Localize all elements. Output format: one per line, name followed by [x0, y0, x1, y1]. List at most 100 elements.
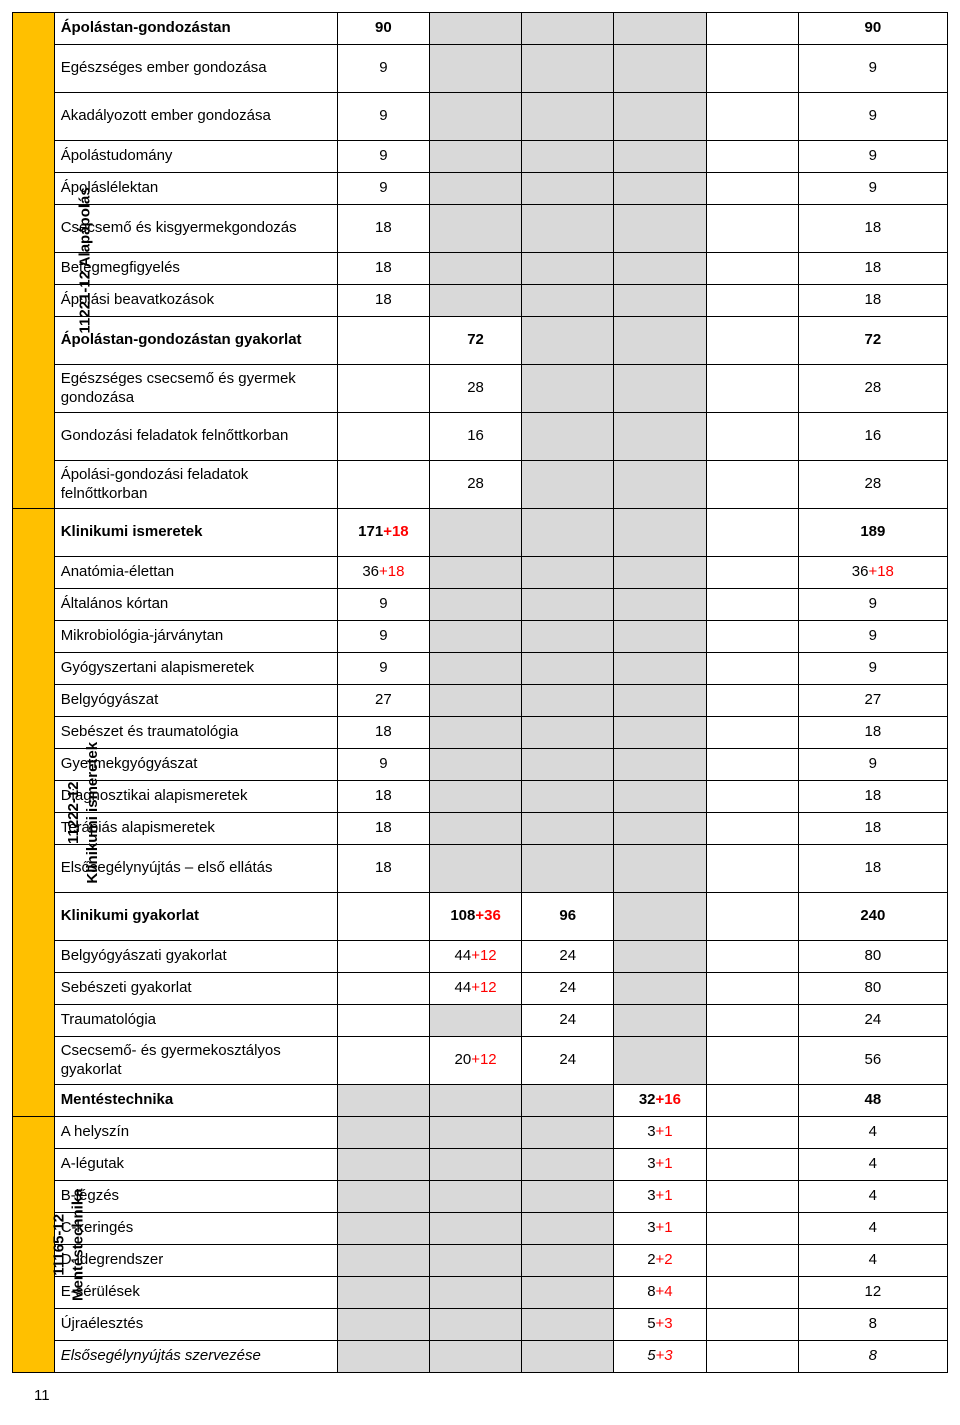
- value-cell: [337, 1277, 429, 1309]
- row-label: Egészséges ember gondozása: [54, 45, 337, 93]
- table-row: B-légzés3+14: [13, 1181, 948, 1213]
- value-cell: [337, 1149, 429, 1181]
- value-cell: [337, 941, 429, 973]
- row-label: Egészséges csecsemő és gyermek gondozása: [54, 365, 337, 413]
- value-cell: 36+18: [337, 557, 429, 589]
- value-cell: [522, 1181, 614, 1213]
- value-cell: [522, 45, 614, 93]
- value-cell: [706, 717, 798, 749]
- value-cell: [614, 813, 706, 845]
- value-cell: 9: [337, 45, 429, 93]
- value-cell: [429, 1277, 521, 1309]
- page-root: { "colors": { "side_bg": "#ffc000", "gre…: [12, 12, 948, 1404]
- value-cell: [706, 1213, 798, 1245]
- value-cell: 9: [798, 749, 947, 781]
- value-cell: [706, 653, 798, 685]
- value-cell: 3+1: [614, 1181, 706, 1213]
- value-cell: 9: [798, 141, 947, 173]
- row-label: D-idegrendszer: [54, 1245, 337, 1277]
- value-cell: 27: [337, 685, 429, 717]
- row-label: E-sérülések: [54, 1277, 337, 1309]
- table-row: Sebészeti gyakorlat44+122480: [13, 973, 948, 1005]
- value-cell: [614, 365, 706, 413]
- value-cell: [614, 653, 706, 685]
- value-cell: 5+3: [614, 1341, 706, 1373]
- table-row: Elsősegélynyújtás – első ellátás1818: [13, 845, 948, 893]
- value-cell: [706, 205, 798, 253]
- value-cell: 18: [337, 717, 429, 749]
- value-cell: [522, 253, 614, 285]
- value-cell: [706, 1085, 798, 1117]
- value-cell: [337, 461, 429, 509]
- value-cell: 9: [798, 45, 947, 93]
- value-cell: [522, 1117, 614, 1149]
- value-cell: [706, 893, 798, 941]
- value-cell: [706, 1341, 798, 1373]
- value-cell: [429, 1341, 521, 1373]
- value-cell: [706, 413, 798, 461]
- value-cell: [614, 285, 706, 317]
- value-cell: 12: [798, 1277, 947, 1309]
- value-cell: [706, 1149, 798, 1181]
- value-cell: [706, 93, 798, 141]
- value-cell: 24: [798, 1005, 947, 1037]
- value-cell: [429, 557, 521, 589]
- row-label: Újraélesztés: [54, 1309, 337, 1341]
- table-row: Mikrobiológia-járványtan99: [13, 621, 948, 653]
- value-cell: [706, 1277, 798, 1309]
- value-cell: [706, 461, 798, 509]
- value-cell: [522, 13, 614, 45]
- table-row: Csecsemő és kisgyermekgondozás1818: [13, 205, 948, 253]
- value-cell: [706, 1309, 798, 1341]
- value-cell: 18: [798, 813, 947, 845]
- value-cell: [522, 1245, 614, 1277]
- value-cell: 18: [798, 285, 947, 317]
- row-label: Gyógyszertani alapismeretek: [54, 653, 337, 685]
- value-cell: [706, 845, 798, 893]
- value-cell: [522, 1309, 614, 1341]
- value-cell: [706, 557, 798, 589]
- table-row: Gondozási feladatok felnőttkorban1616: [13, 413, 948, 461]
- value-cell: [522, 1277, 614, 1309]
- row-label: Elsősegélynyújtás szervezése: [54, 1341, 337, 1373]
- table-row: Klinikumi gyakorlat108+3696240: [13, 893, 948, 941]
- table-row: Diagnosztikai alapismeretek1818: [13, 781, 948, 813]
- table-row: 11221-12 AlapápolásÁpolástan-gondozástan…: [13, 13, 948, 45]
- value-cell: [614, 413, 706, 461]
- value-cell: [706, 941, 798, 973]
- table-row: Sebészet és traumatológia1818: [13, 717, 948, 749]
- value-cell: [522, 653, 614, 685]
- value-cell: [522, 1149, 614, 1181]
- value-cell: [337, 1245, 429, 1277]
- value-cell: [429, 45, 521, 93]
- value-cell: [337, 1037, 429, 1085]
- value-cell: 9: [337, 589, 429, 621]
- value-cell: [429, 1181, 521, 1213]
- row-label: Mentéstechnika: [54, 1085, 337, 1117]
- value-cell: [614, 557, 706, 589]
- value-cell: 4: [798, 1149, 947, 1181]
- value-cell: [614, 45, 706, 93]
- row-label: Akadályozott ember gondozása: [54, 93, 337, 141]
- value-cell: [429, 781, 521, 813]
- value-cell: 4: [798, 1213, 947, 1245]
- row-label: Klinikumi ismeretek: [54, 509, 337, 557]
- value-cell: [522, 845, 614, 893]
- value-cell: [337, 1341, 429, 1373]
- value-cell: 18: [337, 845, 429, 893]
- row-label: Belgyógyászati gyakorlat: [54, 941, 337, 973]
- row-label: Klinikumi gyakorlat: [54, 893, 337, 941]
- value-cell: [429, 685, 521, 717]
- value-cell: 9: [798, 621, 947, 653]
- value-cell: [522, 173, 614, 205]
- table-row: Belgyógyászati gyakorlat44+122480: [13, 941, 948, 973]
- value-cell: 16: [798, 413, 947, 461]
- table-row: Terápiás alapismeretek1818: [13, 813, 948, 845]
- value-cell: 18: [798, 717, 947, 749]
- value-cell: 32+16: [614, 1085, 706, 1117]
- table-row: Újraélesztés5+38: [13, 1309, 948, 1341]
- value-cell: [429, 509, 521, 557]
- table-row: Akadályozott ember gondozása99: [13, 93, 948, 141]
- value-cell: [429, 621, 521, 653]
- value-cell: [337, 1181, 429, 1213]
